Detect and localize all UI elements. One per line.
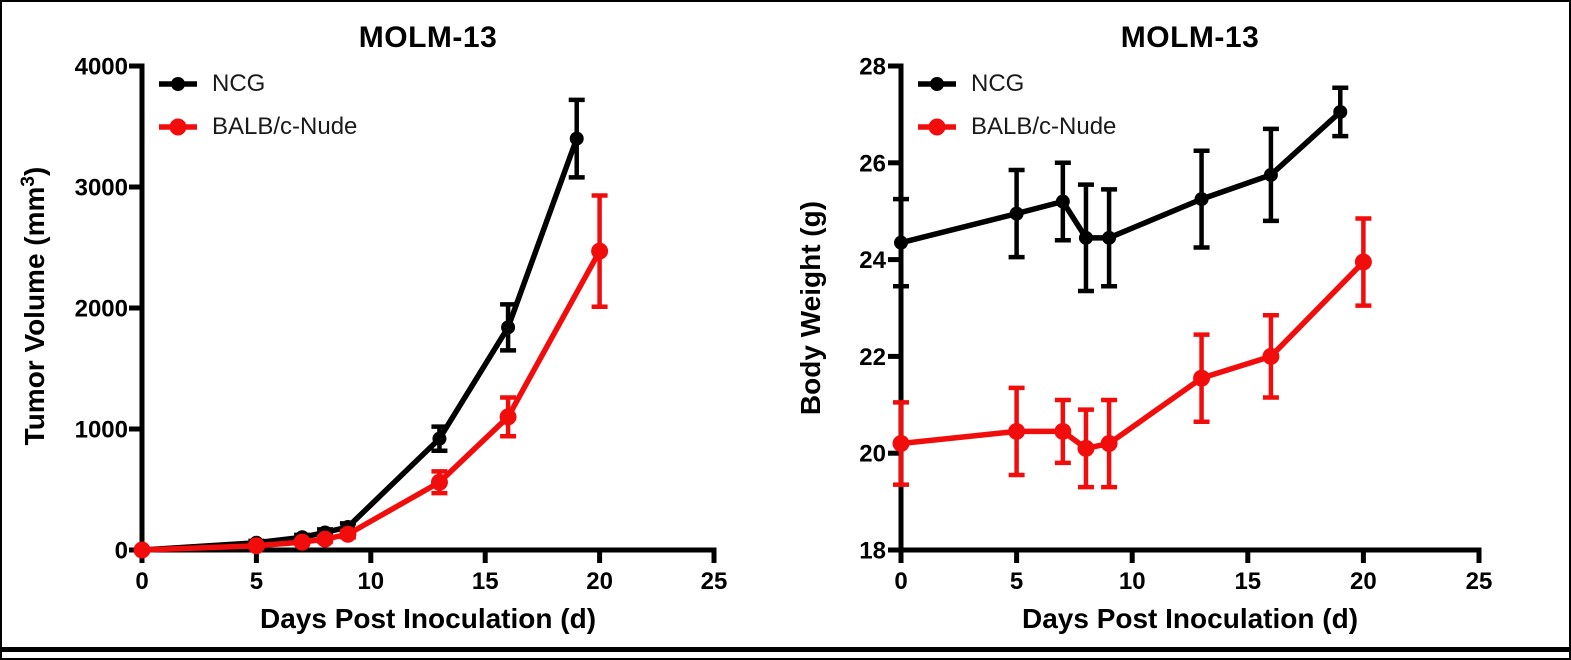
legend-label: NCG [971, 70, 1025, 97]
legend-right: NCG BALB/c-Nude [917, 64, 1116, 147]
y-tick-label: 1000 [75, 417, 128, 444]
series-line [900, 260, 1366, 452]
legend-item: NCG [158, 64, 357, 104]
series-balb-c-nude [892, 216, 1372, 490]
data-point [892, 435, 910, 453]
data-point [569, 131, 584, 146]
x-tick-label: 0 [894, 568, 907, 595]
series-line [141, 137, 580, 553]
data-point [316, 530, 334, 548]
series-ncg [135, 97, 585, 557]
legend-item: BALB/c-Nude [158, 107, 357, 147]
y-tick-label: 18 [859, 538, 886, 565]
y-axis-title-tumor-volume: Tumor Volume (mm3) [15, 166, 51, 446]
x-tick-label: 0 [135, 568, 148, 595]
legend-series-marker-icon [918, 77, 956, 91]
y-tick-label: 2000 [75, 296, 128, 323]
x-tick-label: 20 [1350, 568, 1377, 595]
data-point [499, 408, 517, 426]
data-point [1078, 230, 1093, 245]
data-point [1077, 439, 1095, 457]
x-axis-title-right: Days Post Inoculation (d) [1021, 603, 1359, 634]
legend-dot [169, 118, 187, 136]
legend-dot [171, 77, 185, 91]
legend-label: BALB/c-Nude [212, 113, 358, 140]
data-point [1194, 192, 1209, 207]
y-tick-label: 26 [859, 150, 886, 177]
x-tick-label: 5 [250, 568, 263, 595]
series-ncg [893, 85, 1349, 294]
y-tick-label: 24 [859, 247, 886, 274]
y-tick-label: 28 [859, 54, 886, 81]
data-point [1055, 194, 1070, 209]
x-tick-label: 10 [1119, 568, 1146, 595]
legend-label: NCG [212, 70, 266, 97]
y-title-superscript: 3 [17, 175, 39, 187]
x-tick-label: 10 [357, 568, 384, 595]
y-tick-label: 0 [115, 538, 128, 565]
x-tick-label: 5 [1010, 568, 1023, 595]
chart-title-body-weight: MOLM-13 [1120, 21, 1260, 54]
data-point [1009, 206, 1024, 221]
data-point [430, 473, 448, 491]
legend-series-marker-icon [159, 77, 197, 91]
legend-left: NCG BALB/c-Nude [158, 64, 357, 147]
data-point [1102, 230, 1117, 245]
y-title-text: ) [19, 166, 51, 176]
series-balb-c-nude [133, 193, 609, 559]
y-title-text: Tumor Volume (mm [19, 186, 51, 446]
tumor-volume-chart: 0 1000 2000 3000 4000 0 5 10 15 20 25 [75, 54, 728, 596]
legend-series-marker-icon [918, 118, 956, 136]
bottom-rule [2, 647, 1569, 652]
legend-dot [928, 118, 946, 136]
y-tick-label: 3000 [75, 175, 128, 202]
legend-item: BALB/c-Nude [917, 107, 1116, 147]
x-tick-label: 15 [1234, 568, 1261, 595]
x-tick-label: 20 [586, 568, 613, 595]
data-point [339, 525, 357, 543]
y-axis-title-body-weight: Body Weight (g) [791, 200, 827, 416]
y-tick-label: 22 [859, 344, 886, 371]
data-point [501, 320, 516, 335]
data-point [1262, 347, 1280, 365]
series-line [900, 109, 1343, 246]
legend-series-marker-icon [159, 118, 197, 136]
data-point [1008, 422, 1026, 440]
data-point [1333, 104, 1348, 119]
x-axis-title-left: Days Post Inoculation (d) [259, 603, 597, 634]
legend-label: BALB/c-Nude [971, 113, 1117, 140]
data-point [1054, 422, 1072, 440]
data-point [1354, 253, 1372, 271]
x-tick-label: 25 [701, 568, 728, 595]
data-point [1193, 369, 1211, 387]
legend-dot [930, 77, 944, 91]
data-point [1100, 435, 1118, 453]
x-tick-label: 25 [1466, 568, 1493, 595]
data-point [894, 235, 908, 250]
legend-item: NCG [917, 64, 1116, 104]
x-tick-label: 15 [472, 568, 499, 595]
data-point [432, 431, 447, 446]
chart-title-tumor-volume: MOLM-13 [358, 21, 498, 54]
data-point [1263, 167, 1278, 182]
y-tick-label: 4000 [75, 54, 128, 81]
body-weight-chart: 18 20 22 24 26 28 0 5 10 15 20 25 [859, 54, 1492, 596]
y-tick-label: 20 [859, 441, 886, 468]
data-point [247, 537, 265, 555]
data-point [293, 533, 311, 551]
data-point [591, 242, 609, 260]
data-point [133, 541, 151, 559]
y-title-text: Body Weight (g) [795, 200, 827, 416]
